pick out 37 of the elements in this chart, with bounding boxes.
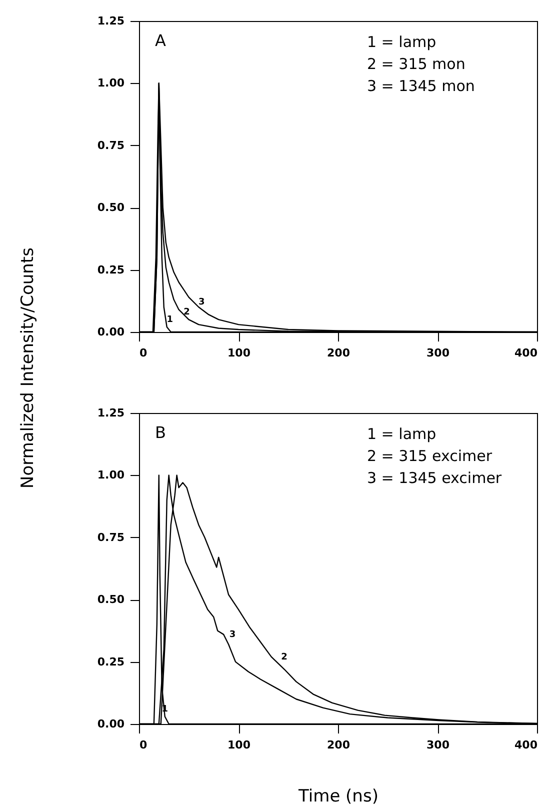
x-tick-label: 300 [426,738,450,752]
annotation: 3 [198,298,205,308]
annotation: 1 [166,315,173,326]
annotation: B [155,423,166,442]
annotation: 3 [229,630,236,640]
y-tick-label: 1.25 [97,14,124,28]
x-tick-label: 0 [140,346,148,360]
annotation: 2 = 315 excimer [367,447,493,465]
annotation: 3 = 1345 excimer [367,469,502,487]
annotation: 3 = 1345 mon [367,77,475,95]
y-tick-label: 1.00 [97,468,125,482]
x-tick-label: 400 [514,738,538,752]
annotation: 1 = lamp [367,33,436,51]
y-tick-label: 0.00 [97,326,125,338]
y-tick-label: 0.50 [97,201,125,214]
x-tick-label: 300 [426,346,450,360]
y-tick-label: 1.25 [97,406,124,420]
x-tick-label: 400 [514,346,538,360]
x-tick-label: 100 [228,346,251,360]
x-tick-label: 100 [228,738,251,752]
x-axis-title: Time (ns) [298,786,378,806]
y-tick-label: 0.50 [97,593,125,606]
y-tick-label: 0.00 [97,718,125,730]
y-tick-label: 0.75 [97,530,124,544]
x-tick-label: 200 [327,346,350,360]
annotation: 1 = lamp [367,425,436,443]
x-tick-label: 0 [140,738,148,752]
annotation: 2 [281,652,288,662]
y-tick-label: 0.25 [97,655,124,668]
y-tick-label: 0.25 [97,263,124,276]
annotation: A [155,31,166,50]
y-axis-title: Normalized Intensity/Counts [18,247,38,488]
y-tick-label: 0.75 [97,138,124,152]
annotation: 2 = 315 mon [367,55,466,73]
y-tick-label: 1.00 [97,76,125,90]
x-tick-label: 200 [327,738,350,752]
annotation: 2 [184,308,190,318]
